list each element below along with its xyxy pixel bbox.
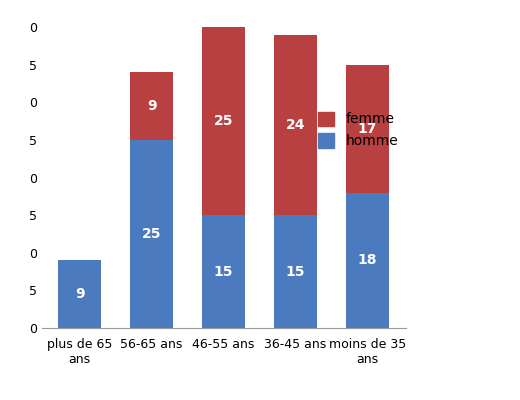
Legend: femme, homme: femme, homme [314,108,402,152]
Bar [130,140,173,328]
Bar [202,215,245,328]
Text: 15: 15 [286,264,305,278]
Bar [346,192,389,328]
Bar [274,34,317,215]
Text: 9: 9 [147,99,157,113]
Text: 25: 25 [142,227,161,241]
Bar [346,65,389,192]
Text: 9: 9 [75,287,85,301]
Bar [130,72,173,140]
Bar [202,27,245,215]
Bar [58,260,101,328]
Text: 17: 17 [358,122,377,136]
Bar [274,215,317,328]
Text: 15: 15 [214,264,233,278]
Text: 18: 18 [358,253,377,267]
Text: 24: 24 [286,118,305,132]
Text: 25: 25 [214,114,233,128]
